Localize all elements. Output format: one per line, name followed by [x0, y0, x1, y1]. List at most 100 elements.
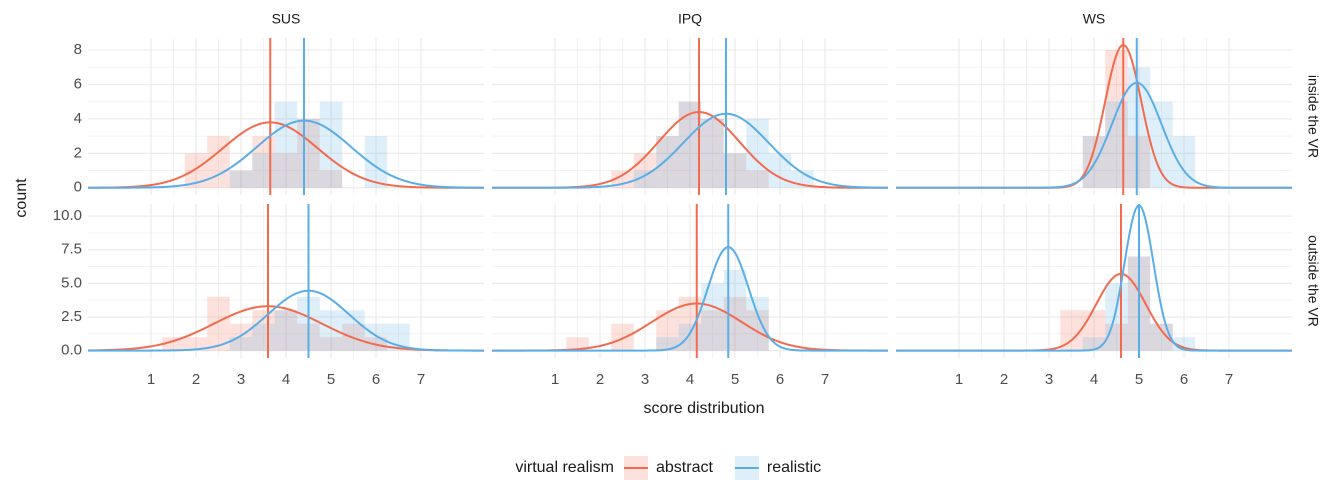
histogram-bar: [1105, 283, 1128, 351]
row-strip-label: inside the VR: [1305, 75, 1321, 158]
histogram-bar: [746, 310, 769, 351]
histogram-bar: [1150, 101, 1173, 188]
x-tick-label: 2: [596, 371, 604, 388]
histogram-bar: [678, 101, 702, 188]
histogram-bar: [1127, 136, 1151, 188]
legend-title: virtual realism: [515, 459, 614, 476]
histogram-bar: [252, 310, 275, 351]
histogram-bar: [342, 310, 365, 351]
x-tick-label: 3: [237, 371, 245, 388]
histogram-bar: [1127, 67, 1151, 188]
histogram-bar: [207, 136, 230, 188]
x-tick-label: 1: [955, 371, 963, 388]
histogram-bar: [701, 118, 724, 188]
legend-label: abstract: [656, 459, 713, 476]
histogram-bar: [656, 136, 679, 188]
density-curve: [896, 81, 1292, 189]
histogram-bar: [364, 136, 388, 188]
histogram-bar: [611, 170, 634, 188]
y-tick-label: 4: [74, 110, 82, 127]
row-strip-label: outside the VR: [1305, 235, 1321, 327]
histogram-bar: [184, 153, 208, 188]
histogram-bar: [566, 337, 589, 351]
histogram-bar: [207, 296, 230, 351]
y-tick-label: 7.5: [61, 241, 82, 258]
histogram-bar: [274, 153, 298, 188]
x-tick-label: 6: [776, 371, 784, 388]
histogram-bar: [768, 153, 792, 188]
histogram-bar: [746, 296, 769, 351]
x-tick-label: 4: [282, 371, 290, 388]
histogram-bar: [1105, 101, 1128, 188]
y-tick-label: 10.0: [53, 207, 82, 224]
histogram-bar: [723, 296, 747, 351]
x-tick-label: 5: [1135, 371, 1143, 388]
histogram-bar: [723, 269, 747, 351]
histogram-bar: [162, 337, 185, 351]
x-axis-title: score distribution: [644, 400, 765, 417]
histogram-bar: [252, 136, 275, 188]
x-tick-label: 4: [686, 371, 694, 388]
density-curve: [88, 119, 485, 189]
histogram-bar: [1060, 310, 1083, 351]
y-tick-label: 2.5: [61, 308, 82, 325]
column-strip-label: SUS: [272, 11, 301, 27]
density-curve: [896, 204, 1292, 352]
x-tick-label: 7: [417, 371, 425, 388]
histogram-bar: [229, 170, 253, 188]
histogram-bar: [319, 170, 343, 188]
x-tick-label: 3: [1045, 371, 1053, 388]
x-tick-label: 2: [1000, 371, 1008, 388]
x-tick-label: 6: [1180, 371, 1188, 388]
x-tick-label: 6: [372, 371, 380, 388]
density-curve: [492, 246, 888, 352]
x-tick-label: 5: [731, 371, 739, 388]
density-curve: [492, 112, 889, 189]
histogram-bar: [1082, 136, 1106, 188]
density-curve: [88, 289, 484, 352]
histogram-bar: [701, 118, 724, 188]
histogram-bar: [633, 170, 657, 188]
histogram-bar: [1082, 136, 1106, 188]
histogram-bar: [678, 296, 702, 351]
histogram-bar: [656, 136, 679, 188]
x-tick-label: 3: [641, 371, 649, 388]
histogram-bar: [723, 153, 747, 188]
y-tick-label: 2: [74, 144, 82, 161]
histogram-bar: [678, 101, 702, 188]
histogram-bar: [229, 337, 253, 351]
histogram-bar: [229, 323, 253, 351]
y-tick-label: 6: [74, 75, 82, 92]
histogram-bar: [229, 170, 253, 188]
x-tick-label: 7: [821, 371, 829, 388]
x-tick-label: 2: [192, 371, 200, 388]
y-tick-label: 0: [74, 179, 82, 196]
y-axis-title: count: [13, 178, 30, 218]
histogram-bar: [701, 283, 724, 351]
histogram-bar: [319, 337, 343, 351]
y-tick-label: 8: [74, 41, 82, 58]
column-strip-label: WS: [1083, 11, 1106, 27]
y-tick-label: 0.0: [61, 342, 82, 359]
histogram-bar: [319, 310, 343, 351]
x-tick-label: 1: [551, 371, 559, 388]
histogram-bar: [611, 323, 634, 351]
histogram-bar: [274, 310, 298, 351]
histogram-bar: [723, 153, 747, 188]
histogram-bar: [184, 337, 208, 351]
histogram-bar: [1172, 136, 1196, 188]
column-strip-label: IPQ: [678, 11, 702, 27]
y-tick-label: 5.0: [61, 274, 82, 291]
histogram-bar: [701, 310, 724, 351]
histogram-bar: [274, 101, 298, 188]
x-tick-label: 1: [147, 371, 155, 388]
histogram-bar: [252, 323, 275, 351]
histogram-bar: [746, 170, 769, 188]
x-tick-label: 5: [327, 371, 335, 388]
histogram-bar: [252, 153, 275, 188]
x-tick-label: 7: [1225, 371, 1233, 388]
histogram-bar: [319, 101, 343, 188]
histogram-bar: [274, 310, 298, 351]
histogram-bar: [1105, 50, 1128, 188]
